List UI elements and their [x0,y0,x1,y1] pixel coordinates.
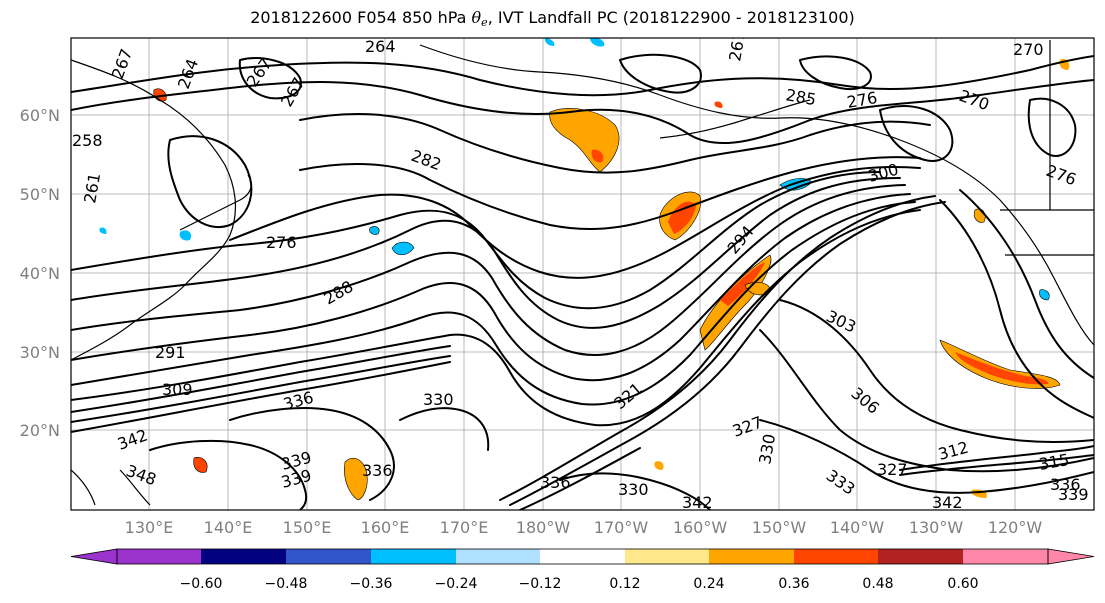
colorbar-swatch [625,549,709,564]
contour-label: 264 [365,37,396,56]
contour-label: 309 [162,380,193,399]
lon-label: 130°E [125,518,174,537]
lon-label: 170°W [594,518,649,537]
lon-label: 140°E [204,518,253,537]
longitude-labels: 130°E 140°E 150°E 160°E 170°E 180°W 170°… [125,518,1043,537]
map-frame [70,37,1095,511]
map-area [71,38,1094,510]
colorbar-swatch [540,549,625,564]
contour-label: 258 [72,131,103,150]
lon-label: 170°E [440,518,489,537]
lon-label: 120°W [988,518,1043,537]
colorbar-swatch [117,549,201,564]
colorbar-tick-label: −0.24 [435,576,478,592]
latitude-labels: 60°N 50°N 40°N 30°N 20°N [20,106,60,440]
coastlines [71,40,1094,506]
colorbar-swatch [456,549,540,564]
colorbar-tick-label: −0.48 [265,576,308,592]
colorbar-tick-label: 0.12 [609,576,640,592]
colorbar-tick-label: −0.36 [350,576,393,592]
contour-label: 342 [932,493,963,512]
lat-label: 60°N [20,106,60,125]
lat-label: 20°N [20,421,60,440]
figure-title: 2018122600 F054 850 hPa θe, IVT Landfall… [250,8,855,29]
lon-label: 140°W [830,518,885,537]
contour-label: 339 [1058,485,1089,504]
contour-label: 342 [682,493,713,512]
lat-label: 50°N [20,185,60,204]
colorbar-swatch [201,549,286,564]
contour-label: 336 [540,473,571,492]
contour-label: 270 [1013,40,1044,59]
colorbar-swatch [286,549,371,564]
lon-label: 160°W [673,518,728,537]
colorbar-swatches [70,548,1095,565]
colorbar-tick-label: −0.60 [180,576,223,592]
contour-label: 291 [155,343,186,362]
theta-e-contours [71,53,1094,510]
lon-label: 150°W [752,518,807,537]
lat-label: 40°N [20,264,60,283]
contour-label: 330 [423,390,454,409]
lon-label: 150°E [283,518,332,537]
colorbar-tick-label: 0.24 [693,576,724,592]
colorbar-tick-label: −0.12 [519,576,562,592]
lat-label: 30°N [20,343,60,362]
colorbar-frame [116,548,1049,565]
contour-label: 276 [266,233,297,252]
contour-label: 336 [362,461,393,480]
colorbar-swatch [963,549,1048,564]
colorbar-tick-label: 0.60 [947,576,978,592]
lon-label: 180°W [516,518,571,537]
contour-label: 336 [1050,475,1081,494]
colorbar-tick-label: 0.36 [778,576,809,592]
lon-label: 130°W [909,518,964,537]
colorbar-extend-min [70,548,118,565]
colorbar-swatch [878,549,963,564]
colorbar-swatch [371,549,456,564]
colorbar-extend-max [1047,548,1095,565]
colorbar-tick-label: 0.48 [862,576,893,592]
contour-label: 330 [618,480,649,499]
colorbar-swatch [794,549,878,564]
lon-label: 160°E [361,518,410,537]
colorbar-tick-labels: −0.60 −0.48 −0.36 −0.24 −0.12 0.12 0.24 … [180,576,979,592]
colorbar: −0.60 −0.48 −0.36 −0.24 −0.12 0.12 0.24 … [70,548,1095,592]
colorbar-swatch [709,549,794,564]
contour-label: 327 [877,460,908,479]
